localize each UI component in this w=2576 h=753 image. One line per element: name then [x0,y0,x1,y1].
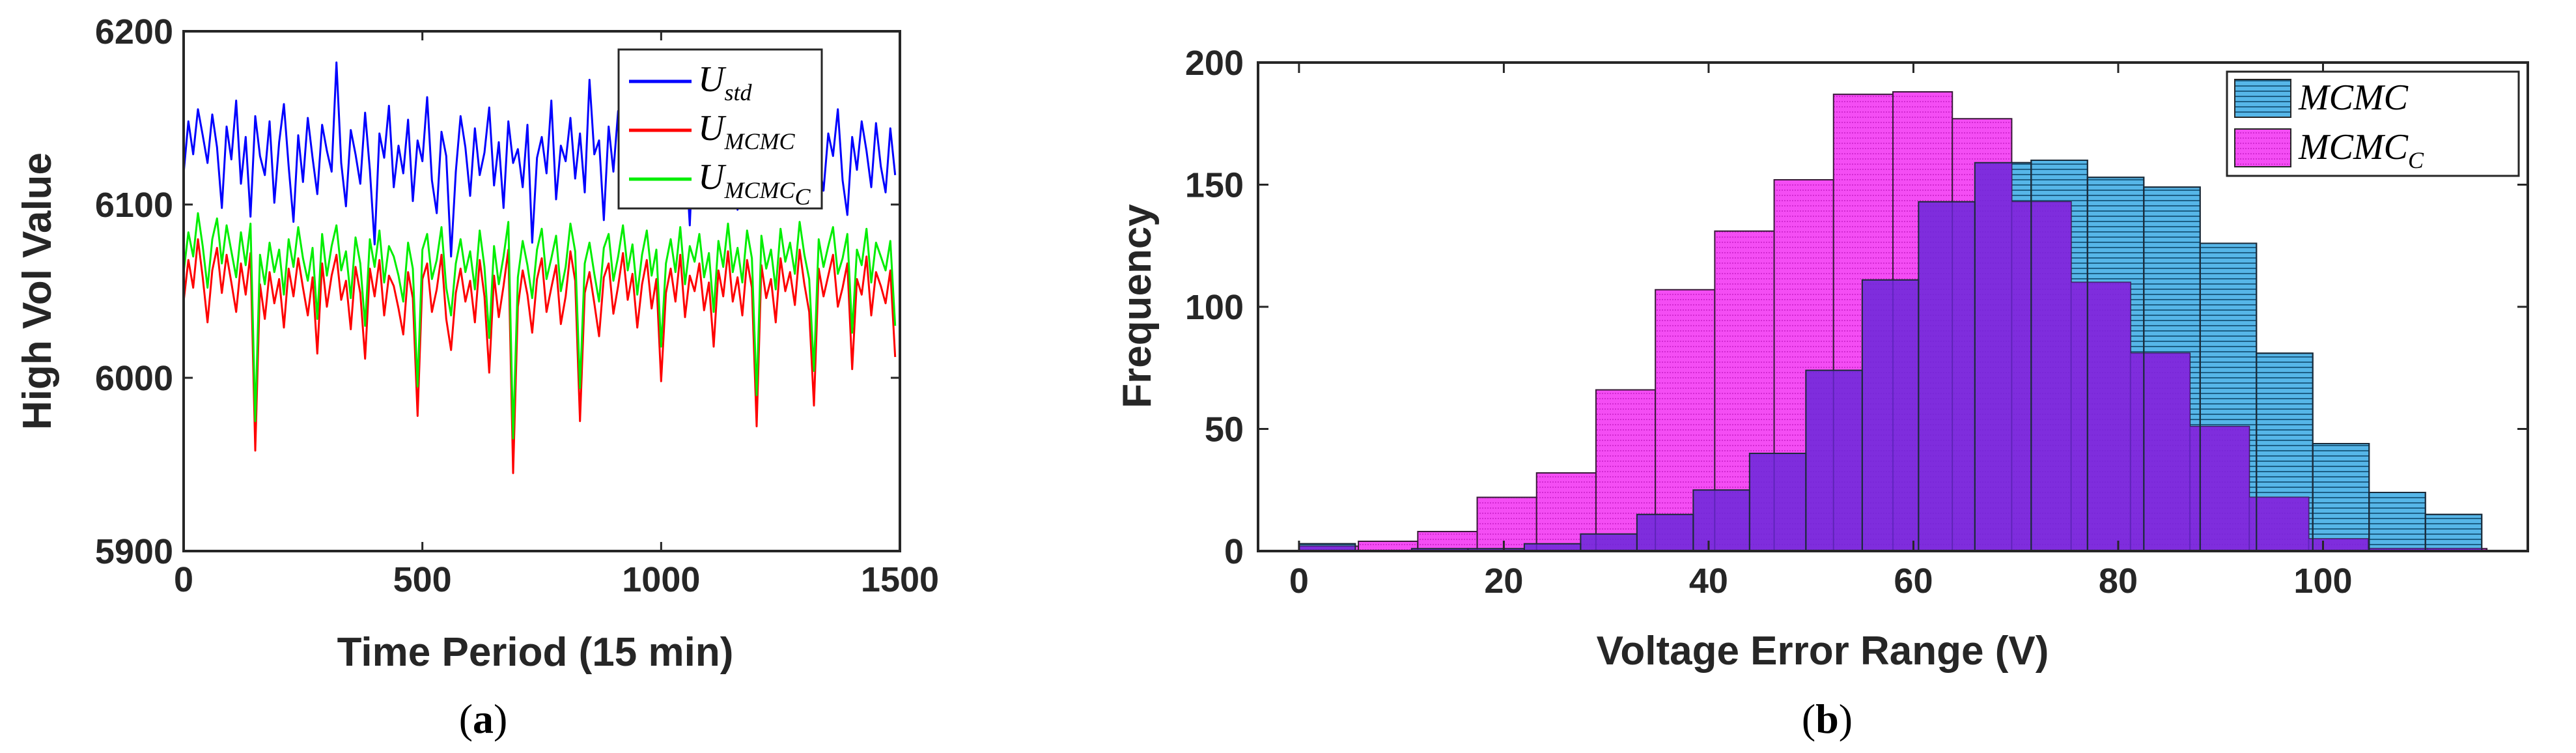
overlap-segment [1918,201,1953,551]
legend-label-u-std: Ustd [698,59,752,106]
y-tick-label: 150 [1185,166,1244,205]
overlap-segment [2011,201,2032,551]
y-tick-label: 0 [1224,532,1244,571]
legend-sub: std [724,79,752,106]
overlap-segment [1952,201,1975,551]
overlap-segment [1833,370,1862,551]
line-chart-panel: 0 500 1000 1500 5900 6000 6100 6200 Time Period… [15,12,939,742]
overlap-segment [1774,453,1806,551]
legend-label-u-mcmc-c: UMCMCC [698,157,811,210]
overlap-segment [2312,539,2368,551]
x-tick-label: 500 [393,560,452,599]
x-tick-label: 0 [174,560,193,599]
y-tick-label: 100 [1185,288,1244,327]
legend-label-mcmc-c: MCMCC [2298,127,2424,173]
legend-swatch-mcmc-c [2234,128,2291,167]
overlap-segment [1862,279,1893,551]
overlap-segment [1806,370,1834,551]
overlap-segment [2130,353,2144,551]
x-tick-label: 60 [1894,561,1933,601]
legend-sub: MCMC [723,177,795,203]
x-tick-label: 1000 [622,560,700,599]
overlap-segment [2031,201,2071,551]
caption-letter: a [473,696,494,742]
overlap-segment [1595,533,1637,551]
legend-base: MCMC [2298,127,2409,167]
legend-swatch-mcmc [2234,79,2291,118]
overlap-segment [1893,279,1919,551]
caption-close: ) [1839,696,1853,742]
legend-label-mcmc: MCMC [2298,78,2409,118]
x-axis-title: Voltage Error Range (V) [1597,629,2049,674]
x-tick-label: 1500 [861,560,939,599]
overlap-segment [2200,426,2250,551]
caption-open: ( [1802,696,1815,742]
y-tick-label: 6000 [95,359,173,398]
legend-sub: MCMC [723,128,795,154]
x-axis-title: Time Period (15 min) [337,630,734,675]
y-tick-label: 200 [1185,44,1244,83]
overlap-segment [2144,353,2191,551]
x-tick-label: 20 [1484,561,1523,601]
y-axis-title: High Vol Value [15,152,60,430]
legend-base: U [698,108,727,149]
caption-close: ) [494,696,507,742]
overlap-segment [1715,490,1750,551]
overlap-segment [1693,490,1715,551]
legend-sub: C [2408,147,2424,173]
chart-legend: Ustd UMCMC UMCMCC [617,48,823,210]
x-tick-label: 0 [1289,561,1309,601]
histogram-bar [2312,443,2370,552]
overlap-segment [1974,162,2012,551]
legend-subsub: C [794,184,811,210]
overlap-segment [2249,497,2257,551]
y-tick-label: 6100 [95,186,173,225]
chart-legend: MCMC MCMCC [2226,70,2520,177]
series-line [182,238,897,474]
x-tick-label: 40 [1689,561,1728,601]
overlap-segment [2190,426,2200,551]
axis-ticks: 0 500 1000 1500 5900 6000 6100 6200 [95,12,939,599]
panel-caption-b: (b) [1802,696,1853,742]
overlap-segment [1655,514,1694,551]
plot-area-frame [182,30,901,552]
legend-base: MCMC [2298,78,2409,118]
histogram-bar [1358,541,1419,552]
overlap-segment [1298,546,1356,551]
panel-caption-a: (a) [459,696,508,742]
histogram-bar [2368,492,2426,552]
series-line [182,212,897,440]
overlap-segment [1580,533,1596,551]
y-axis-title: Frequency [1115,204,1160,408]
legend-label-u-mcmc: UMCMC [698,108,795,154]
legend-base: U [698,59,727,100]
x-tick-label: 100 [2293,561,2352,601]
histogram-bar [2424,513,2483,552]
legend-base: U [698,157,727,197]
histogram-bar [1476,496,1537,552]
axis-ticks: 0 20 40 60 80 100 0 50 100 150 200 [1185,44,2528,601]
y-tick-label: 5900 [95,532,173,571]
caption-open: ( [459,696,473,742]
overlap-segment [1636,514,1656,551]
overlap-segment [2256,497,2309,551]
y-tick-label: 50 [1205,410,1244,449]
x-tick-label: 80 [2099,561,2138,601]
overlap-segment [2087,282,2131,551]
overlap-segment [1536,543,1581,551]
overlap-segment [2308,539,2313,551]
histogram-bars [1298,91,2488,552]
caption-letter: b [1815,696,1839,742]
overlap-segment [2071,282,2088,551]
overlap-segment [1749,453,1774,551]
histogram-panel: 0 20 40 60 80 100 0 50 100 150 200 Voltage Error R… [1115,44,2529,742]
y-tick-label: 6200 [95,12,173,51]
overlap-segment [1524,543,1537,551]
